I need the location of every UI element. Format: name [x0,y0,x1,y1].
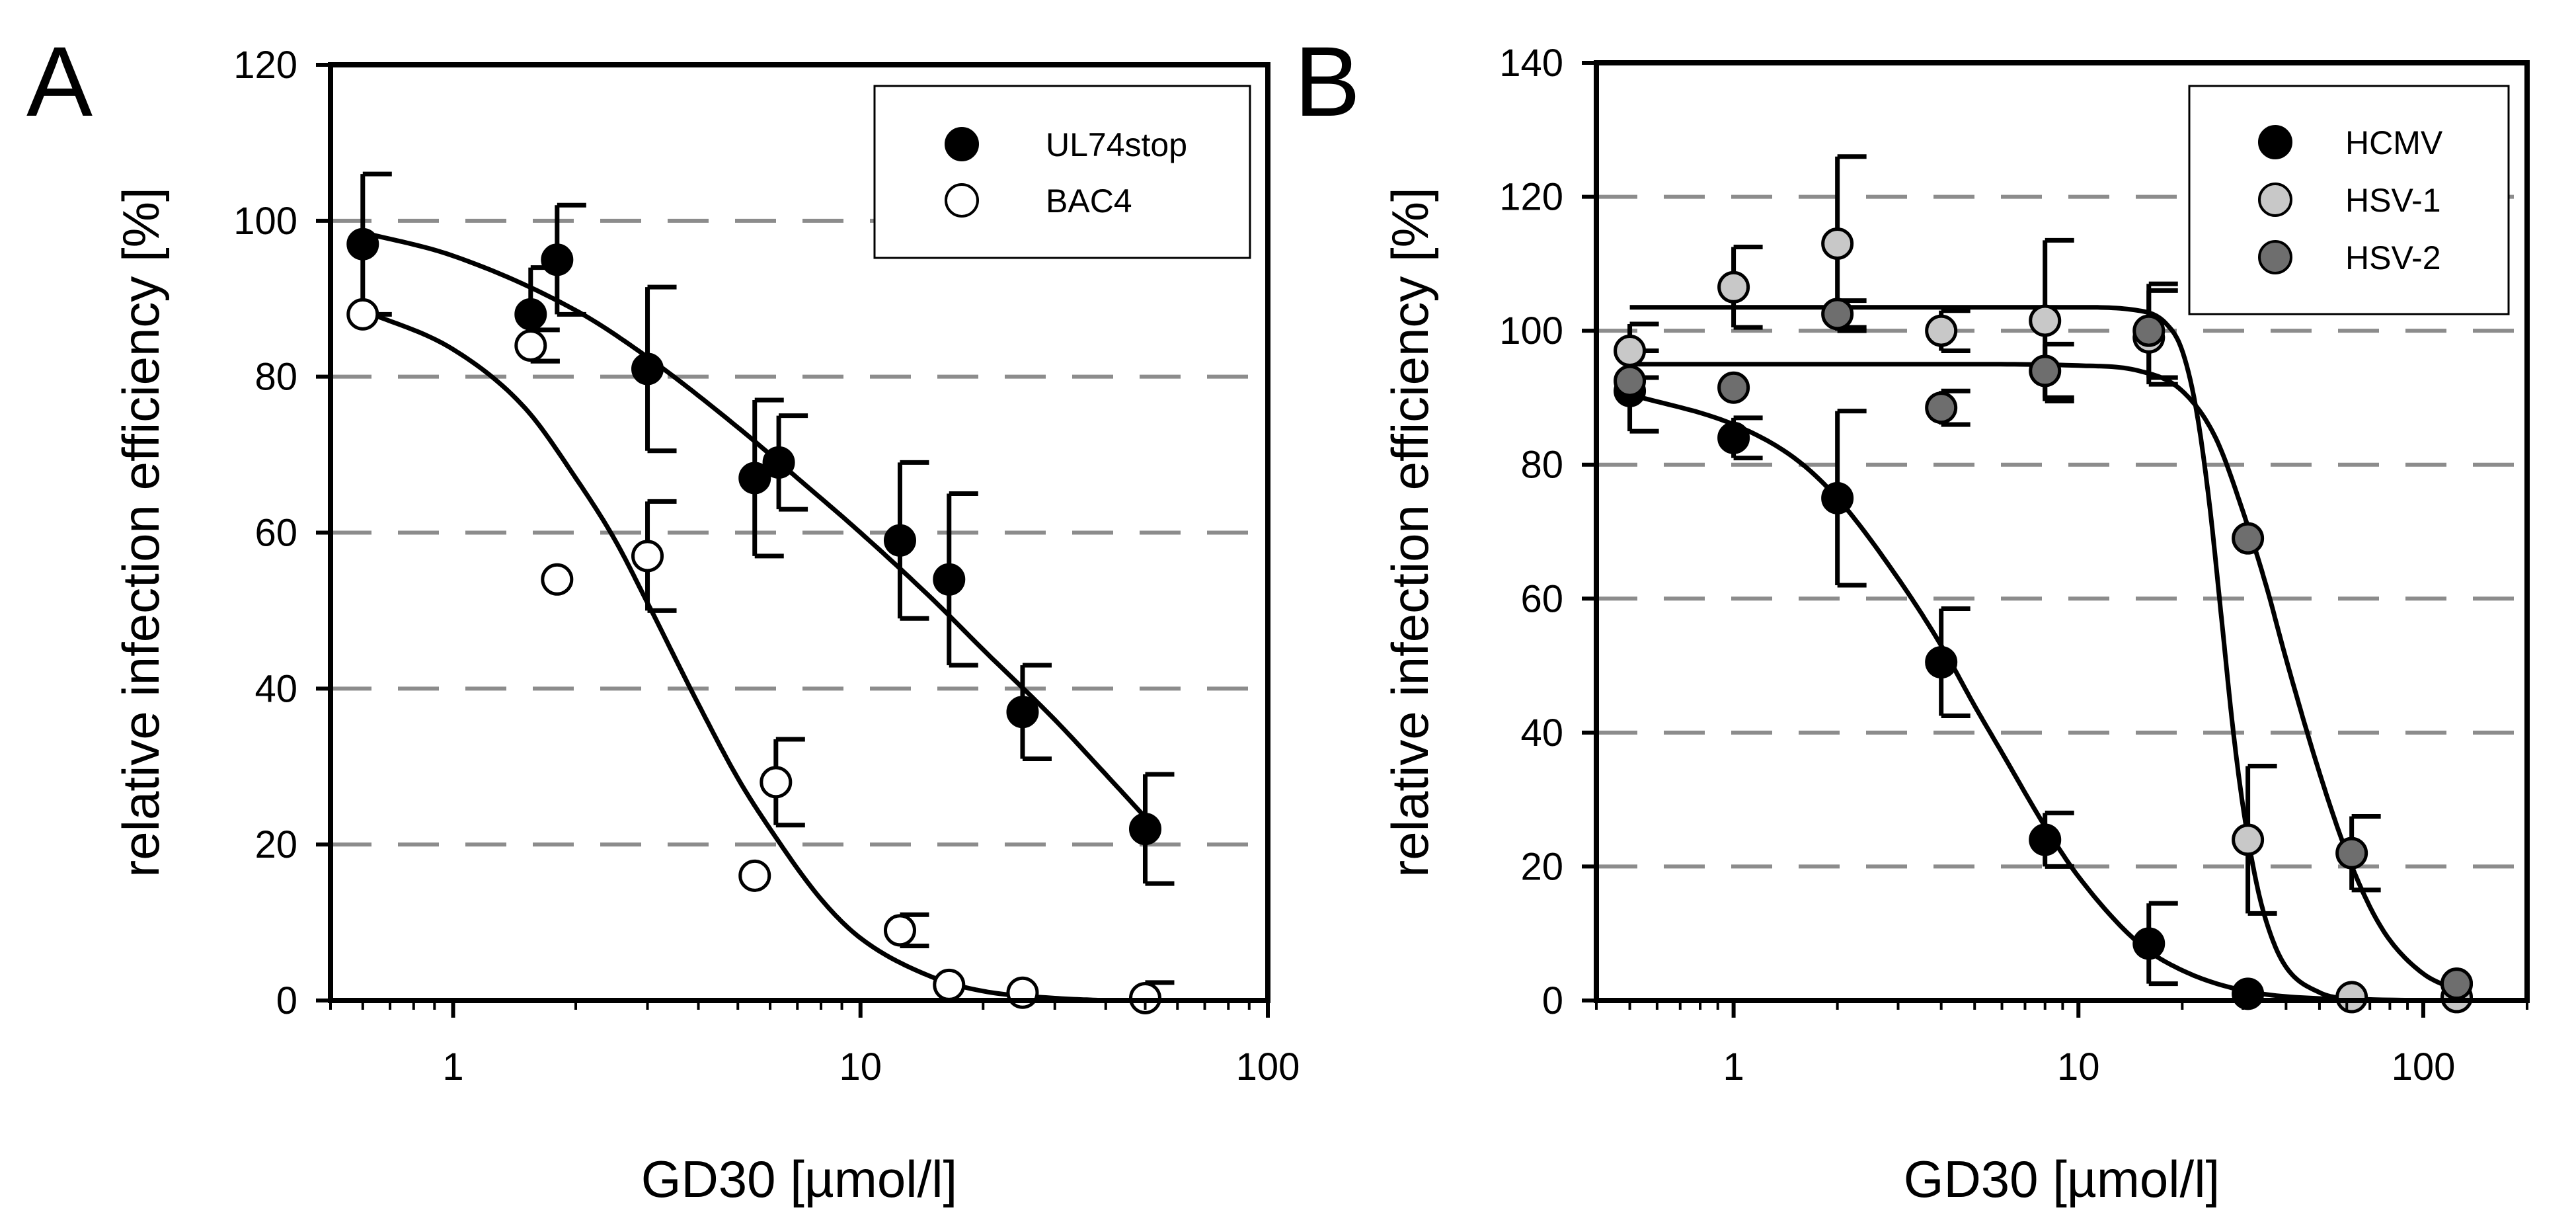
data-point-hsv-2 [2029,354,2062,388]
panel-b-label: B [1294,26,1360,137]
panel-a-gridlines [331,218,1268,847]
y-tick-label-120: 120 [1499,176,1563,219]
panel-a-label: A [26,26,93,137]
y-tick-label-60: 60 [1520,577,1563,620]
data-point-ul74stop [631,352,664,386]
panel-b-fit-curves [1629,305,2458,1003]
data-point-ul74stop [1006,696,1039,729]
data-point-hsv-2 [1614,364,1647,397]
data-point-ul74stop [762,446,795,479]
data-point-hsv-1 [1614,335,1647,368]
legend-marker-hsv-2 [2258,240,2292,274]
data-point-hcmv [1925,646,1958,679]
y-tick-label-40: 40 [254,667,297,710]
legend-marker-hcmv [2258,125,2292,159]
panel-b-x-ticks: 1 10 100 [1595,1000,2528,1088]
data-point-bac4 [514,329,547,362]
legend-label-bac4: BAC4 [1046,183,1132,220]
data-point-hsv-2 [1717,371,1750,404]
data-point-ul74stop [883,524,916,557]
y-tick-label-0: 0 [276,979,297,1022]
data-point-bac4 [541,563,574,596]
x-tick-label-10: 10 [839,1045,882,1088]
data-point-hcmv [1821,481,1854,514]
panel-b-data-points [1614,154,2474,1014]
legend-label-ul74stop: UL74stop [1046,126,1187,163]
data-point-ul74stop [1128,813,1161,846]
data-point-hcmv [2029,823,2062,856]
data-point-bac4 [933,968,966,1001]
panel-b-legend-box [2188,85,2510,315]
data-point-hsv-2 [2335,836,2368,870]
y-tick-label-60: 60 [254,512,297,555]
fit-curve-hsv-2 [1629,362,2458,993]
y-tick-label-0: 0 [1542,979,1563,1022]
data-point-hsv-1 [1717,270,1750,304]
data-point-hsv-2 [2440,967,2474,1000]
fit-curve-bac4 [362,308,1106,1003]
panel-a-x-axis-label: GD30 [µmol/l] [641,1150,957,1208]
data-point-hsv-2 [1821,298,1854,331]
panel-b-y-axis-label: relative infection efficiency [%] [1381,187,1439,877]
fit-curve-hcmv [1629,392,2451,1003]
y-tick-label-100: 100 [233,200,297,243]
legend-marker-bac4 [945,183,979,218]
x-tick-label-10: 10 [2057,1045,2100,1088]
y-tick-label-140: 140 [1499,42,1563,85]
panel-b: B 0 20 40 60 80 100 120 140 1 10 100 GD30 [µmol/l… [1294,26,2530,1208]
data-point-bac4 [883,914,916,947]
data-point-bac4 [760,766,793,799]
panel-a-legend: UL74stop BAC4 [873,85,1251,259]
data-point-bac4 [631,540,664,573]
panel-b-x-axis-label: GD30 [µmol/l] [1904,1150,2220,1208]
data-point-ul74stop [933,563,966,596]
data-point-hcmv [1717,421,1750,454]
fit-curve-hsv-1 [1629,305,2451,1003]
data-point-hsv-1 [1821,227,1854,260]
x-tick-label-1: 1 [1723,1045,1744,1088]
x-tick-label-1: 1 [442,1045,463,1088]
data-point-ul74stop [541,243,574,276]
data-point-hsv-1 [2232,823,2265,856]
data-point-hsv-1 [1925,314,1958,347]
panel-a-legend-box [873,85,1251,259]
y-tick-label-20: 20 [1520,845,1563,888]
y-tick-label-80: 80 [254,356,297,399]
data-point-ul74stop [346,227,379,261]
data-point-bac4 [346,298,379,331]
data-point-hcmv [2232,977,2265,1010]
x-tick-label-100: 100 [2392,1045,2456,1088]
legend-marker-ul74stop [945,127,979,161]
data-point-hsv-1 [2029,304,2062,337]
legend-marker-hsv-1 [2258,183,2292,217]
panel-a-data-points [346,171,1175,1014]
x-tick-label-100: 100 [1236,1045,1300,1088]
legend-label-hsv-1: HSV-1 [2345,182,2441,219]
data-point-ul74stop [738,462,771,495]
panel-a-y-ticks: 0 20 40 60 80 100 120 [233,44,331,1022]
y-tick-label-40: 40 [1520,712,1563,755]
panel-b-legend: HCMV HSV-1 HSV-2 [2188,85,2510,315]
y-tick-label-20: 20 [254,823,297,866]
y-tick-label-120: 120 [233,44,297,87]
data-point-hsv-1 [2335,981,2368,1014]
data-point-hsv-2 [1925,391,1958,425]
y-tick-label-80: 80 [1520,444,1563,487]
panel-a-x-ticks: 1 10 100 [329,1000,1300,1088]
data-point-ul74stop [514,298,547,331]
panel-a-y-axis-label: relative infection efficiency [%] [112,187,170,877]
legend-label-hsv-2: HSV-2 [2345,239,2441,276]
data-point-bac4 [738,859,771,892]
y-tick-label-100: 100 [1499,309,1563,352]
legend-label-hcmv: HCMV [2345,124,2443,161]
data-point-hsv-2 [2232,522,2265,555]
data-point-hcmv [2132,927,2166,960]
panel-b-y-ticks: 0 20 40 60 80 100 120 140 [1499,42,1596,1022]
data-point-hsv-2 [2132,314,2166,347]
